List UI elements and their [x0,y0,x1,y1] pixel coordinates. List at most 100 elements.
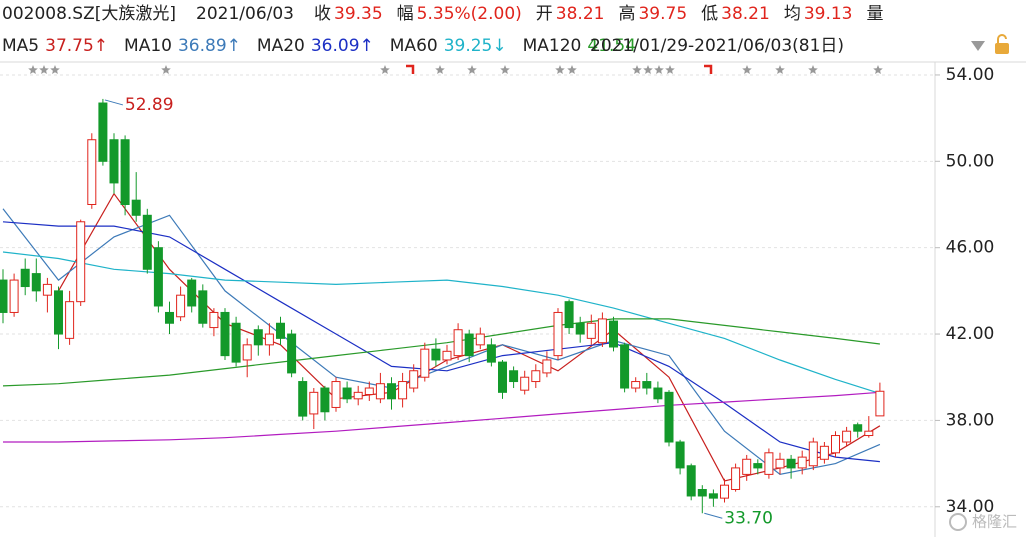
candle-body [87,139,97,206]
candle-body [642,381,652,389]
candle-body [831,435,840,454]
quote-date: 2021/06/03 [196,4,294,24]
legend-value: 41.54 [587,36,636,56]
quote-value: 39.35 [334,4,383,24]
candle-body [564,301,574,329]
quote-label: 收 [314,4,331,24]
event-star [161,65,171,74]
candle-body [187,279,197,307]
legend-name: MA5 [2,36,39,56]
candle-body [675,441,685,469]
candle-body [664,391,674,443]
dropdown-icon[interactable] [971,41,985,51]
quote-label: 开 [536,4,553,24]
legend-name: MA10 [124,36,172,56]
candle-body [231,322,241,363]
candle-body [575,322,585,335]
candle-body [464,333,474,357]
quote-value: 39.13 [804,4,853,24]
candle-body [509,370,519,383]
candle-body [797,456,807,469]
quote-label: 量 [866,4,883,24]
lock-shackle [997,34,1007,43]
candle-body [287,333,297,374]
candle-body [165,311,174,324]
candle-body [498,361,507,393]
event-star [643,65,653,74]
legend-value: 37.75↑ [45,36,108,56]
event-star [654,65,664,74]
y-tick-label: 54.00 [946,65,995,85]
legend-value: 36.89↑ [178,36,241,56]
candle-body [142,214,152,270]
candle-body [276,322,285,339]
candle-body [198,290,208,324]
event-star [665,65,675,74]
stock-title: 002008.SZ[大族激光] [2,4,176,24]
quote-value: 39.75 [638,4,687,24]
candle-body [120,139,130,206]
candle-body [631,381,641,389]
candle-body [720,484,729,499]
candle-body [309,391,319,415]
watermark-icon [949,513,967,531]
candle-body [520,376,530,391]
candle-body [398,381,408,400]
legend-name: MA60 [390,36,438,56]
quote-value: 5.35%(2.00) [417,4,522,24]
candle-body [264,333,274,346]
event-star [380,65,390,74]
annotation-arrow [104,99,124,106]
candle-body [20,268,30,288]
candle-body [853,424,863,432]
quote-value: 38.21 [721,4,770,24]
candle-body [742,458,752,475]
event-star [28,65,38,74]
event-star [873,65,883,74]
candle-body [553,311,563,357]
ma-line [3,391,880,443]
quote-value: 38.21 [556,4,605,24]
event-star [467,65,477,74]
event-star [50,65,60,74]
quote-label: 低 [701,4,718,24]
candle-body [342,387,352,400]
legend-name: MA20 [257,36,305,56]
candle-body [708,493,718,499]
y-tick-label: 46.00 [946,238,995,258]
candle-body [209,311,219,329]
candle-body [31,273,41,292]
event-flag [704,64,713,74]
y-tick-label: 34.00 [946,497,995,517]
quote-label: 幅 [397,4,414,24]
candle-body [353,391,363,400]
candle-body [442,350,452,361]
event-star [632,65,642,74]
candle-body [387,383,396,400]
candle-body [586,322,596,339]
candle-body [697,489,707,497]
candle-body [731,467,741,490]
candle-body [253,329,263,346]
candle-body [109,139,119,184]
annotation-label: 33.70 [724,508,773,528]
candle-body [620,344,630,389]
candle-body [786,458,796,469]
lock-icon[interactable] [995,43,1009,54]
legend-name: MA120 [523,36,582,56]
legend-value: 39.25↓ [444,36,507,56]
candle-body [753,463,763,469]
event-star [39,65,49,74]
ma-line [2,318,880,387]
ma-line [2,251,881,394]
candle-body [98,102,108,162]
candle-body [320,387,330,413]
candle-body [531,370,541,383]
annotation-arrow [704,512,723,519]
date-range: 2021/01/29-2021/06/03(81日) [590,36,844,56]
candle-body [54,290,63,335]
candle-body [842,430,852,443]
event-star [555,65,565,74]
